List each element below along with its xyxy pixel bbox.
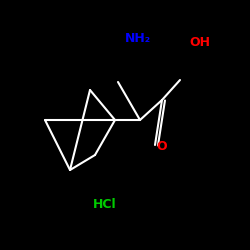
Text: HCl: HCl	[93, 198, 117, 211]
Text: OH: OH	[190, 36, 210, 49]
Text: NH₂: NH₂	[125, 32, 151, 44]
Text: O: O	[157, 140, 167, 153]
